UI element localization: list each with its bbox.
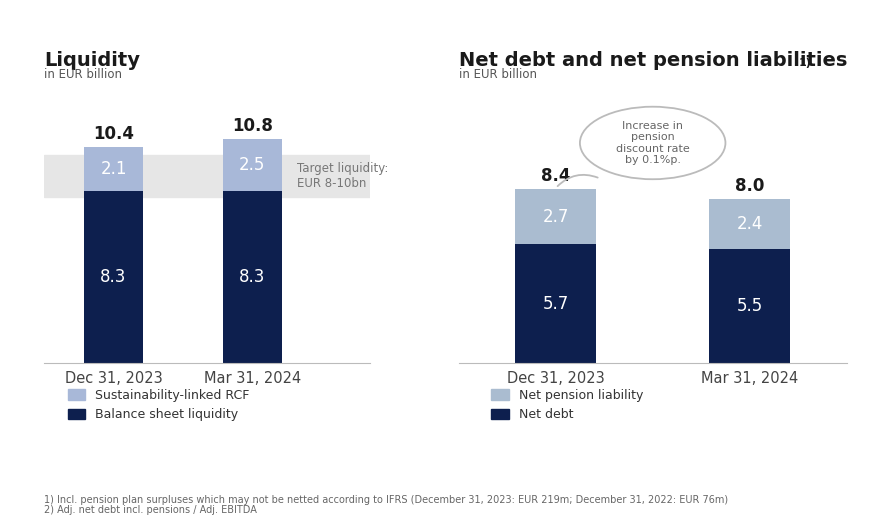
Text: 2.4: 2.4 — [736, 215, 763, 233]
Bar — [515, 189, 596, 244]
Text: 2.5: 2.5 — [239, 156, 265, 174]
Text: 8.0: 8.0 — [735, 177, 765, 195]
Bar — [515, 244, 596, 363]
Text: 10.8: 10.8 — [232, 117, 273, 135]
Text: 2.1: 2.1 — [101, 160, 127, 178]
Text: Liquidity: Liquidity — [44, 51, 140, 70]
Text: 1): 1) — [798, 59, 811, 68]
Bar — [709, 199, 790, 249]
Text: 5.7: 5.7 — [542, 295, 569, 312]
Text: 1) Incl. pension plan surpluses which may not be netted according to IFRS (Decem: 1) Incl. pension plan surpluses which ma… — [44, 495, 729, 505]
Text: 8.4: 8.4 — [541, 167, 571, 185]
Text: 2) Adj. net debt incl. pensions / Adj. EBITDA: 2) Adj. net debt incl. pensions / Adj. E… — [44, 506, 257, 515]
Text: Net debt and net pension liabilities: Net debt and net pension liabilities — [459, 51, 847, 70]
Text: in EUR billion: in EUR billion — [459, 68, 536, 81]
Text: in EUR billion: in EUR billion — [44, 68, 122, 81]
Text: 10.4: 10.4 — [93, 125, 134, 143]
Legend: Sustainability-linked RCF, Balance sheet liquidity: Sustainability-linked RCF, Balance sheet… — [68, 389, 250, 421]
Bar — [223, 191, 281, 363]
Text: Target liquidity:
EUR 8-10bn: Target liquidity: EUR 8-10bn — [297, 162, 388, 190]
Bar — [85, 147, 143, 191]
Text: 2.7: 2.7 — [542, 208, 569, 225]
Text: 5.5: 5.5 — [736, 297, 763, 314]
Text: 8.3: 8.3 — [101, 268, 127, 285]
Legend: Net pension liability, Net debt: Net pension liability, Net debt — [491, 389, 643, 421]
Bar — [44, 155, 370, 197]
Bar — [223, 139, 281, 191]
Bar — [85, 191, 143, 363]
Bar — [709, 249, 790, 363]
Text: Increase in
pension
discount rate
by 0.1%p.: Increase in pension discount rate by 0.1… — [616, 121, 690, 165]
Text: 8.3: 8.3 — [239, 268, 265, 285]
